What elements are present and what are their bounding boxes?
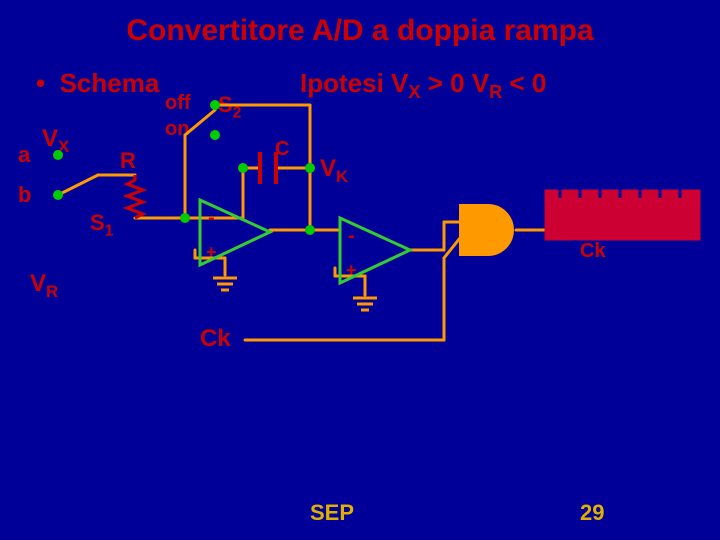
- opamp2-plus: +: [346, 260, 357, 280]
- ground-1: [213, 278, 237, 290]
- circuit-svg: - + - +: [0, 0, 720, 540]
- ground-2: [353, 298, 377, 310]
- opamp1-minus: -: [208, 207, 215, 229]
- counter: [545, 190, 700, 240]
- opamp2-minus: -: [348, 225, 355, 247]
- opamp1-plus: +: [206, 242, 217, 262]
- and-gate: [460, 205, 513, 255]
- capacitor: [260, 152, 276, 184]
- resistor: [127, 175, 143, 218]
